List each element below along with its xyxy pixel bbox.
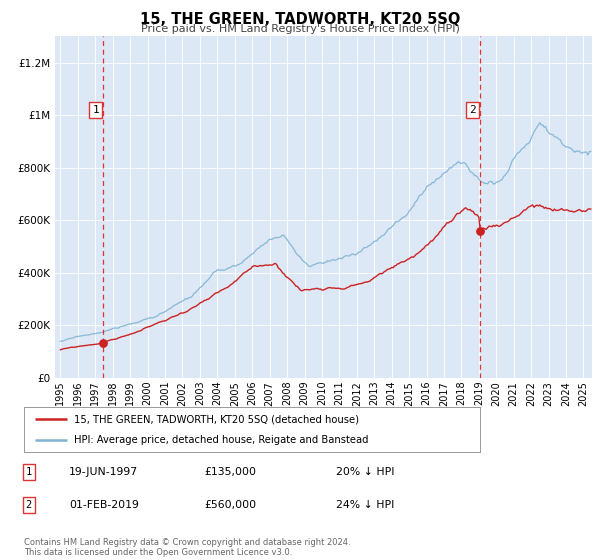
Text: Price paid vs. HM Land Registry's House Price Index (HPI): Price paid vs. HM Land Registry's House … <box>140 24 460 34</box>
Text: 24% ↓ HPI: 24% ↓ HPI <box>336 500 394 510</box>
Text: 2: 2 <box>469 105 476 115</box>
Text: 19-JUN-1997: 19-JUN-1997 <box>69 467 138 477</box>
Text: 1: 1 <box>92 105 99 115</box>
Text: 15, THE GREEN, TADWORTH, KT20 5SQ (detached house): 15, THE GREEN, TADWORTH, KT20 5SQ (detac… <box>74 414 359 424</box>
Text: 1: 1 <box>26 467 32 477</box>
Text: 2: 2 <box>26 500 32 510</box>
Point <box>98 338 108 347</box>
Text: Contains HM Land Registry data © Crown copyright and database right 2024.
This d: Contains HM Land Registry data © Crown c… <box>24 538 350 557</box>
Text: 01-FEB-2019: 01-FEB-2019 <box>69 500 139 510</box>
Text: £135,000: £135,000 <box>204 467 256 477</box>
Point <box>475 226 485 235</box>
Text: 15, THE GREEN, TADWORTH, KT20 5SQ: 15, THE GREEN, TADWORTH, KT20 5SQ <box>140 12 460 27</box>
Text: £560,000: £560,000 <box>204 500 256 510</box>
Text: HPI: Average price, detached house, Reigate and Banstead: HPI: Average price, detached house, Reig… <box>74 435 368 445</box>
Text: 20% ↓ HPI: 20% ↓ HPI <box>336 467 395 477</box>
